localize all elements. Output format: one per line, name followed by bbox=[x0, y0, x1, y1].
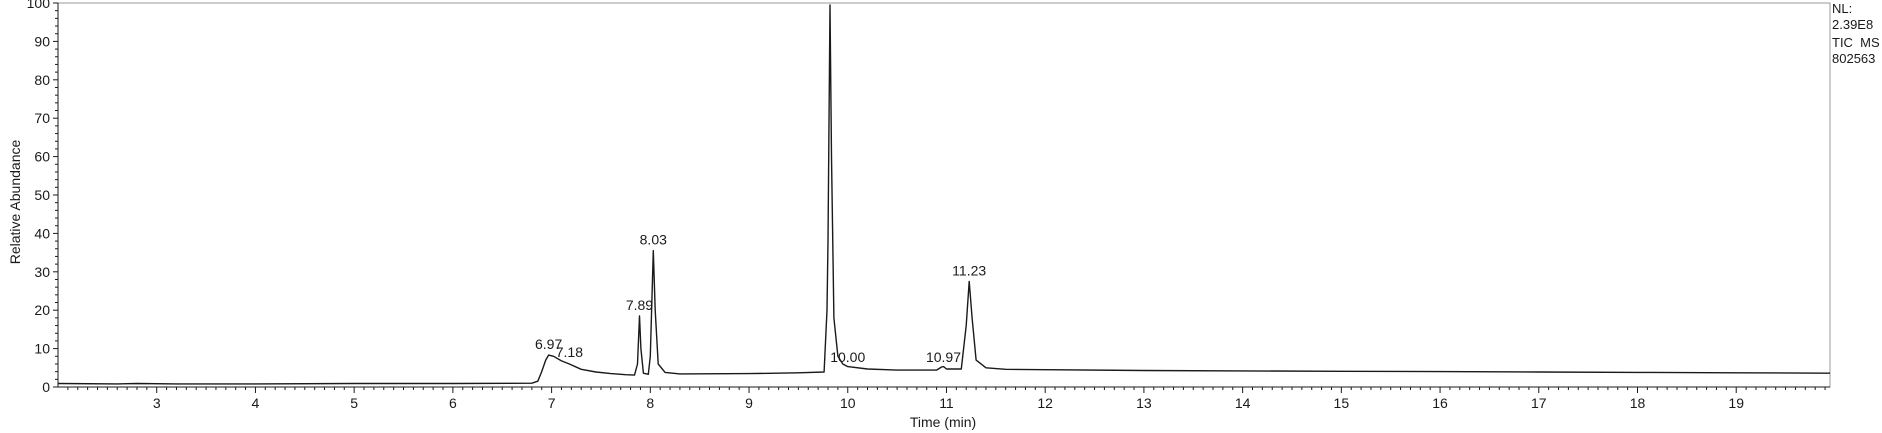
info-line-nl: NL: bbox=[1832, 1, 1852, 16]
x-tick-label: 17 bbox=[1531, 395, 1547, 411]
y-axis: 0 10 20 30 40 50 60 70 80 90 100 bbox=[27, 0, 58, 395]
y-tick-label: 60 bbox=[34, 149, 50, 165]
y-tick-label: 80 bbox=[34, 72, 50, 88]
info-line-scan: TIC MS bbox=[1832, 35, 1880, 50]
x-axis: 3 4 5 6 7 8 9 10 11 12 13 14 15 16 17 18 19 bbox=[67, 387, 1826, 411]
x-tick-label: 18 bbox=[1630, 395, 1646, 411]
peak-label: 7.18 bbox=[556, 344, 583, 360]
y-tick-label: 50 bbox=[34, 187, 50, 203]
x-tick-label: 13 bbox=[1136, 395, 1152, 411]
peak-label: 7.89 bbox=[626, 297, 653, 313]
y-axis-title: Relative Abundance bbox=[7, 140, 23, 265]
plot-frame bbox=[57, 2, 1831, 388]
x-tick-label: 9 bbox=[745, 395, 753, 411]
x-tick-label: 3 bbox=[153, 395, 161, 411]
x-tick-label: 16 bbox=[1432, 395, 1448, 411]
info-line-value: 2.39E8 bbox=[1832, 17, 1873, 32]
x-tick-label: 15 bbox=[1334, 395, 1350, 411]
series-layer bbox=[57, 4, 1831, 385]
info-line-file: 802563 bbox=[1832, 51, 1875, 66]
x-tick-label: 19 bbox=[1728, 395, 1744, 411]
x-tick-label: 14 bbox=[1235, 395, 1251, 411]
x-tick-label: 11 bbox=[939, 395, 954, 411]
x-tick-label: 8 bbox=[646, 395, 654, 411]
y-tick-label: 40 bbox=[34, 225, 50, 241]
y-tick-label: 20 bbox=[34, 302, 50, 318]
peak-label: 6.97 bbox=[535, 336, 562, 352]
y-tick-label: 70 bbox=[34, 110, 50, 126]
peak-label: 9.82 bbox=[816, 0, 843, 2]
x-tick-label: 6 bbox=[449, 395, 457, 411]
x-tick-label: 4 bbox=[252, 395, 260, 411]
peak-label: 11.23 bbox=[952, 262, 986, 278]
y-tick-label: 30 bbox=[34, 264, 50, 280]
peak-label: 8.03 bbox=[640, 232, 667, 248]
x-axis-title: Time (min) bbox=[910, 414, 976, 430]
y-tick-label: 90 bbox=[34, 33, 50, 49]
y-tick-label: 10 bbox=[34, 341, 50, 357]
x-tick-label: 12 bbox=[1037, 395, 1053, 411]
x-tick-label: 5 bbox=[350, 395, 358, 411]
peak-label: 10.97 bbox=[926, 349, 961, 365]
x-tick-label: 10 bbox=[840, 395, 856, 411]
y-tick-label: 100 bbox=[27, 0, 51, 11]
series-line bbox=[57, 4, 1831, 385]
info-block: NL: 2.39E8 TIC MS 802563 bbox=[1832, 1, 1880, 66]
y-tick-label: 0 bbox=[42, 379, 50, 395]
peak-label: 10.00 bbox=[830, 349, 865, 365]
x-tick-label: 7 bbox=[548, 395, 556, 411]
peak-labels: 6.977.18 7.89 8.03 9.82 10.00 10.97 11.23 bbox=[535, 0, 986, 365]
